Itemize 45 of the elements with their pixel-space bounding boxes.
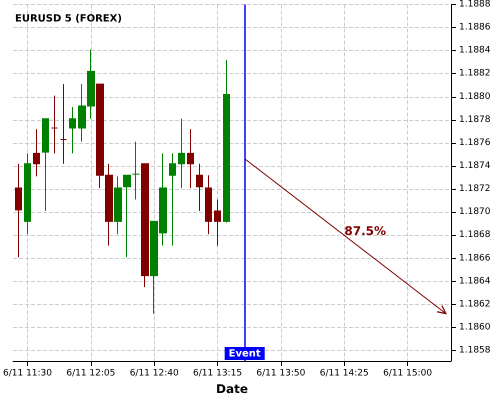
y-tick-label: 1.1858 — [459, 346, 491, 356]
x-axis-title: Date — [216, 382, 248, 396]
candlestick — [51, 95, 58, 154]
candlestick — [169, 152, 176, 246]
candlestick — [15, 163, 22, 258]
candlestick — [69, 106, 76, 154]
candlestick — [132, 141, 140, 200]
y-tick-label: 1.1870 — [459, 207, 491, 218]
x-tick-label: 6/11 14:25 — [320, 368, 369, 378]
candlestick — [123, 174, 131, 258]
candlestick — [178, 118, 185, 188]
x-tick-label: 6/11 11:30 — [2, 368, 52, 378]
y-tick-label: 1.1866 — [459, 253, 491, 264]
y-tick-label: 1.1868 — [459, 230, 491, 240]
y-tick-label: 1.1874 — [459, 161, 491, 172]
y-tick-label: 1.1884 — [459, 46, 491, 56]
ref-line-label: Event — [228, 348, 261, 360]
y-tick-label: 1.1886 — [459, 22, 491, 33]
candlestick — [196, 163, 203, 212]
candlestick — [60, 84, 67, 164]
y-tick-label: 1.1872 — [459, 184, 490, 194]
y-tick-label: 1.1860 — [459, 322, 491, 333]
candlestick — [42, 118, 49, 212]
y-tick-label: 1.1862 — [459, 299, 490, 310]
y-tick-label: 1.1864 — [459, 276, 491, 286]
x-tick-label: 6/11 13:50 — [256, 368, 306, 378]
candlestick — [141, 163, 149, 288]
candlestick — [33, 128, 40, 177]
y-tick-label: 1.1878 — [459, 114, 491, 125]
x-tick-label: 6/11 12:05 — [66, 368, 116, 378]
x-tick-label: 6/11 15:00 — [383, 368, 432, 378]
text: EURUSD 5 (FOREX) — [15, 14, 122, 24]
candlestick — [114, 176, 122, 235]
candlestick — [214, 198, 221, 246]
annotation: 87.5% — [344, 224, 386, 238]
candlestick — [187, 128, 194, 188]
candlestick — [24, 152, 31, 235]
x-tick-label: 6/11 13:15 — [193, 368, 242, 378]
y-tick-label: 1.1880 — [459, 92, 491, 102]
candlestick — [223, 59, 230, 224]
y-tick-label: 1.1876 — [459, 138, 491, 148]
candlestick — [205, 174, 212, 235]
x-tick-label: 6/11 12:40 — [130, 368, 179, 378]
y-tick-label: 1.1882 — [459, 68, 490, 79]
y-tick-label: 1.1888 — [459, 0, 491, 10]
